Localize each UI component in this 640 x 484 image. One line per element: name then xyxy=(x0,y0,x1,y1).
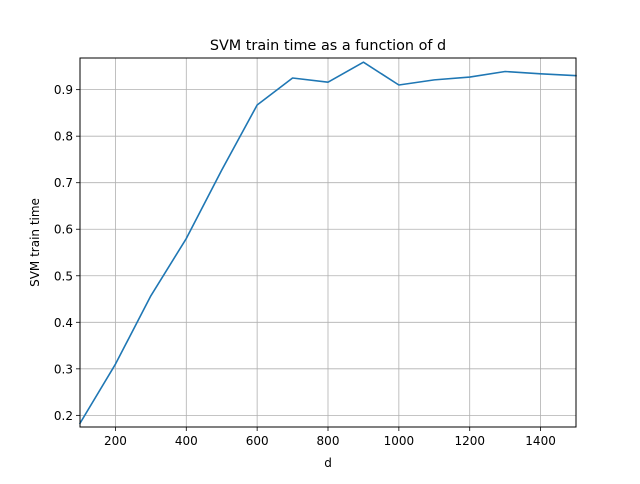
chart-title: SVM train time as a function of d xyxy=(210,38,446,54)
y-tick-label: 0.6 xyxy=(54,223,73,237)
y-tick-label: 0.8 xyxy=(54,130,73,144)
grid-lines xyxy=(80,58,576,427)
x-axis-ticks: 200 400 600 800 1000 1200 1400 xyxy=(104,427,556,448)
y-tick-label: 0.3 xyxy=(54,362,73,376)
y-tick-label: 0.2 xyxy=(54,409,73,423)
y-tick-label: 0.4 xyxy=(54,316,73,330)
y-axis-ticks: 0.2 0.3 0.4 0.5 0.6 0.7 0.8 0.9 xyxy=(54,83,80,423)
y-tick-label: 0.7 xyxy=(54,176,73,190)
x-tick-label: 1000 xyxy=(384,434,415,448)
series-layer xyxy=(78,61,577,425)
x-tick-label: 1200 xyxy=(454,434,485,448)
y-tick-label: 0.5 xyxy=(54,269,73,283)
x-tick-label: 800 xyxy=(317,434,340,448)
x-tick-label: 200 xyxy=(104,434,127,448)
y-axis-label: SVM train time xyxy=(28,198,42,287)
x-tick-label: 1400 xyxy=(525,434,556,448)
y-tick-label: 0.9 xyxy=(54,83,73,97)
series-line xyxy=(78,61,577,425)
x-axis-label: d xyxy=(324,456,332,470)
x-tick-label: 400 xyxy=(175,434,198,448)
x-tick-label: 600 xyxy=(246,434,269,448)
